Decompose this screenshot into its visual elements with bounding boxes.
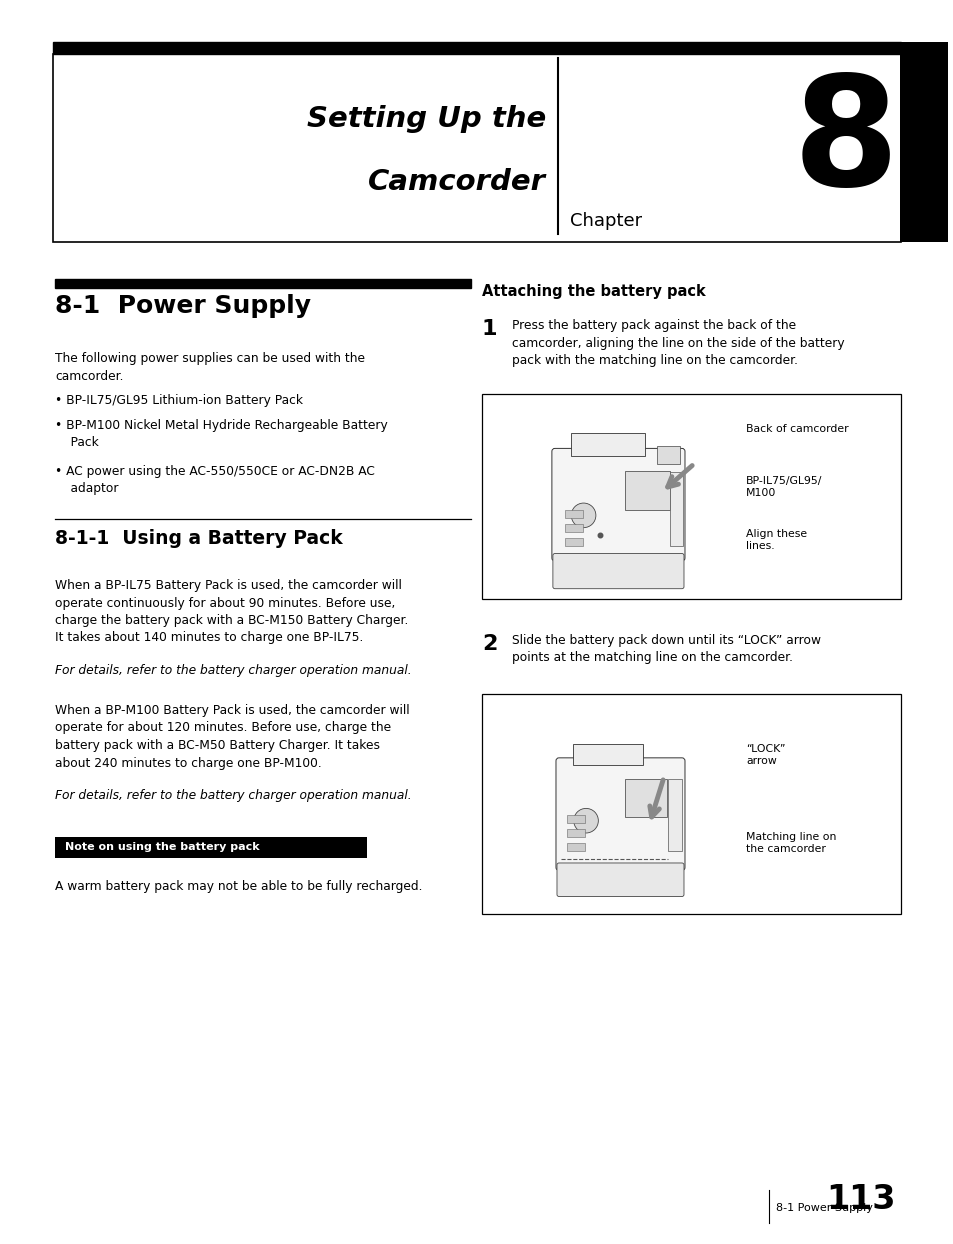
- Text: 8-1  Power Supply: 8-1 Power Supply: [55, 294, 311, 318]
- Text: For details, refer to the battery charger operation manual.: For details, refer to the battery charge…: [55, 664, 411, 677]
- Bar: [624, 779, 666, 816]
- Bar: [667, 779, 681, 851]
- Text: Align these
lines.: Align these lines.: [745, 529, 806, 551]
- Bar: [624, 471, 669, 510]
- Text: • BP-IL75/GL95 Lithium-ion Battery Pack: • BP-IL75/GL95 Lithium-ion Battery Pack: [55, 394, 303, 407]
- Bar: [53, 53, 900, 243]
- Bar: [55, 837, 367, 858]
- Bar: [481, 394, 900, 600]
- Text: Attaching the battery pack: Attaching the battery pack: [481, 284, 705, 299]
- Text: 8-1 Power Supply: 8-1 Power Supply: [775, 1203, 872, 1213]
- Bar: [567, 829, 584, 837]
- Text: Note on using the battery pack: Note on using the battery pack: [65, 842, 259, 852]
- Text: 1: 1: [481, 318, 497, 340]
- Text: • AC power using the AC-550/550CE or AC-DN2B AC
    adaptor: • AC power using the AC-550/550CE or AC-…: [55, 465, 375, 495]
- Bar: [55, 279, 471, 289]
- Bar: [564, 537, 582, 546]
- Circle shape: [573, 809, 598, 833]
- Bar: [573, 744, 642, 765]
- Text: Press the battery pack against the back of the
camcorder, aligning the line on t: Press the battery pack against the back …: [511, 318, 843, 367]
- Text: When a BP-IL75 Battery Pack is used, the camcorder will
operate continuously for: When a BP-IL75 Battery Pack is used, the…: [55, 578, 408, 644]
- FancyBboxPatch shape: [551, 448, 684, 561]
- Bar: [669, 471, 682, 546]
- Text: 8-1-1  Using a Battery Pack: 8-1-1 Using a Battery Pack: [55, 529, 342, 549]
- FancyBboxPatch shape: [557, 863, 683, 897]
- Text: For details, refer to the battery charger operation manual.: For details, refer to the battery charge…: [55, 789, 411, 802]
- Bar: [481, 694, 900, 914]
- Text: Setting Up the: Setting Up the: [307, 106, 545, 133]
- Text: Chapter: Chapter: [570, 211, 641, 230]
- Text: Slide the battery pack down until its “LOCK” arrow
points at the matching line o: Slide the battery pack down until its “L…: [511, 634, 820, 664]
- FancyBboxPatch shape: [553, 554, 683, 588]
- Text: 8: 8: [792, 70, 899, 219]
- Bar: [657, 445, 679, 464]
- Text: BP-IL75/GL95/
M100: BP-IL75/GL95/ M100: [745, 476, 821, 499]
- Text: Camcorder: Camcorder: [368, 168, 545, 195]
- Circle shape: [571, 503, 596, 527]
- Text: “LOCK”
arrow: “LOCK” arrow: [745, 744, 784, 766]
- Bar: [564, 510, 582, 518]
- Bar: [900, 42, 946, 243]
- FancyBboxPatch shape: [556, 758, 684, 871]
- Bar: [567, 815, 584, 824]
- Text: A warm battery pack may not be able to be fully recharged.: A warm battery pack may not be able to b…: [55, 880, 422, 893]
- Bar: [53, 42, 900, 53]
- Text: 2: 2: [481, 634, 497, 654]
- Text: 113: 113: [825, 1183, 895, 1215]
- Text: When a BP-M100 Battery Pack is used, the camcorder will
operate for about 120 mi: When a BP-M100 Battery Pack is used, the…: [55, 704, 409, 770]
- Text: Matching line on
the camcorder: Matching line on the camcorder: [745, 832, 836, 855]
- Text: Back of camcorder: Back of camcorder: [745, 424, 847, 434]
- Bar: [571, 433, 644, 455]
- Text: The following power supplies can be used with the
camcorder.: The following power supplies can be used…: [55, 352, 365, 382]
- Bar: [564, 524, 582, 531]
- Bar: [567, 843, 584, 851]
- Text: • BP-M100 Nickel Metal Hydride Rechargeable Battery
    Pack: • BP-M100 Nickel Metal Hydride Rechargea…: [55, 419, 387, 449]
